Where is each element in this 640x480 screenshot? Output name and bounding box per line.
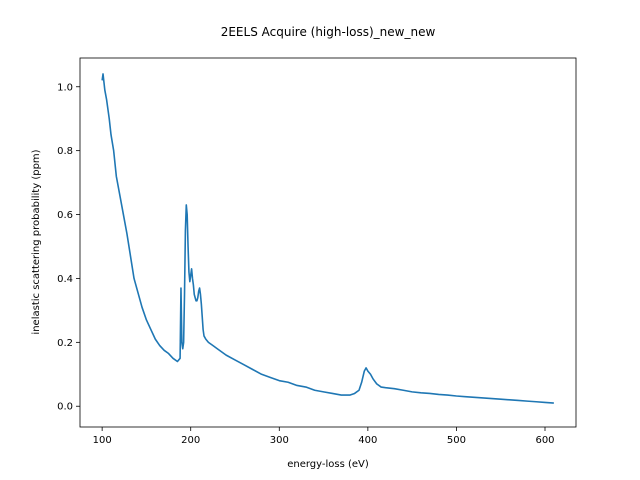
y-axis-ticks: 0.0 0.2 0.4 0.6 0.8 1.0 xyxy=(57,82,80,413)
y-tick-label: 0.8 xyxy=(57,146,73,157)
y-tick-label: 0.0 xyxy=(57,402,73,413)
x-axis-label: energy-loss (eV) xyxy=(287,459,369,470)
chart-title: 2EELS Acquire (high-loss)_new_new xyxy=(221,25,436,39)
series-line xyxy=(101,73,554,404)
x-axis-ticks: 100 200 300 400 500 600 xyxy=(93,427,555,446)
x-tick-label: 600 xyxy=(535,435,554,446)
series-layer xyxy=(101,73,554,404)
plot-area xyxy=(79,57,577,428)
y-tick-label: 0.4 xyxy=(57,274,73,285)
x-tick-label: 500 xyxy=(447,435,466,446)
y-tick-label: 0.6 xyxy=(57,210,73,221)
x-tick-label: 100 xyxy=(93,435,112,446)
y-axis-label: inelastic scattering probability (ppm) xyxy=(31,149,42,334)
x-tick-label: 400 xyxy=(358,435,377,446)
x-tick-label: 300 xyxy=(270,435,289,446)
y-tick-label: 1.0 xyxy=(57,82,73,93)
y-tick-label: 0.2 xyxy=(57,338,73,349)
axes-frame xyxy=(79,57,577,428)
x-tick-label: 200 xyxy=(181,435,200,446)
